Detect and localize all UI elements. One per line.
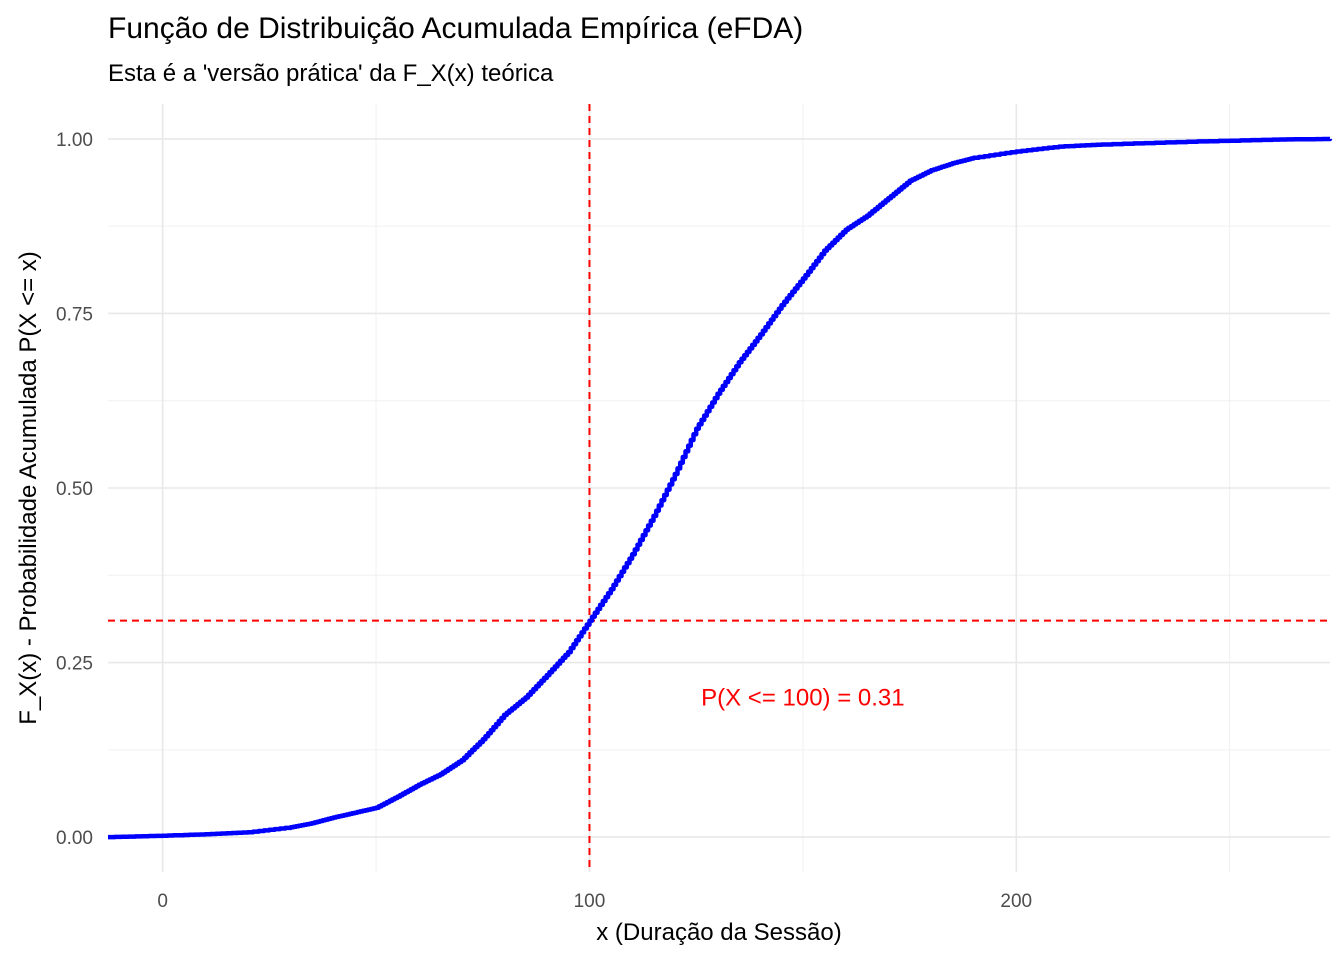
y-axis-title: F_X(x) - Probabilidade Acumulada P(X <= …: [15, 251, 42, 725]
grid-lines: [108, 104, 1330, 872]
x-tick-label: 200: [1000, 891, 1032, 912]
series-layer: [108, 136, 1333, 840]
ecdf-line: [108, 136, 1333, 840]
tick-labels: 0 100 200 0.00 0.25 0.50 0.75 1.00: [56, 130, 1032, 912]
y-tick-label: 1.00: [56, 130, 93, 151]
annotation-label: P(X <= 100) = 0.31: [701, 684, 904, 711]
x-tick-label: 100: [574, 891, 606, 912]
y-tick-label: 0.00: [56, 828, 93, 849]
x-axis-title: x (Duração da Sessão): [596, 919, 841, 946]
chart-subtitle: Esta é a 'versão prática' da F_X(x) teór…: [108, 60, 554, 87]
chart-title: Função de Distribuição Acumulada Empíric…: [108, 12, 804, 45]
y-tick-label: 0.75: [56, 304, 93, 325]
x-tick-label: 0: [157, 891, 168, 912]
annotations: P(X <= 100) = 0.31: [701, 684, 904, 711]
y-tick-label: 0.50: [56, 479, 93, 500]
y-tick-label: 0.25: [56, 654, 93, 675]
reference-lines: [108, 104, 1330, 872]
